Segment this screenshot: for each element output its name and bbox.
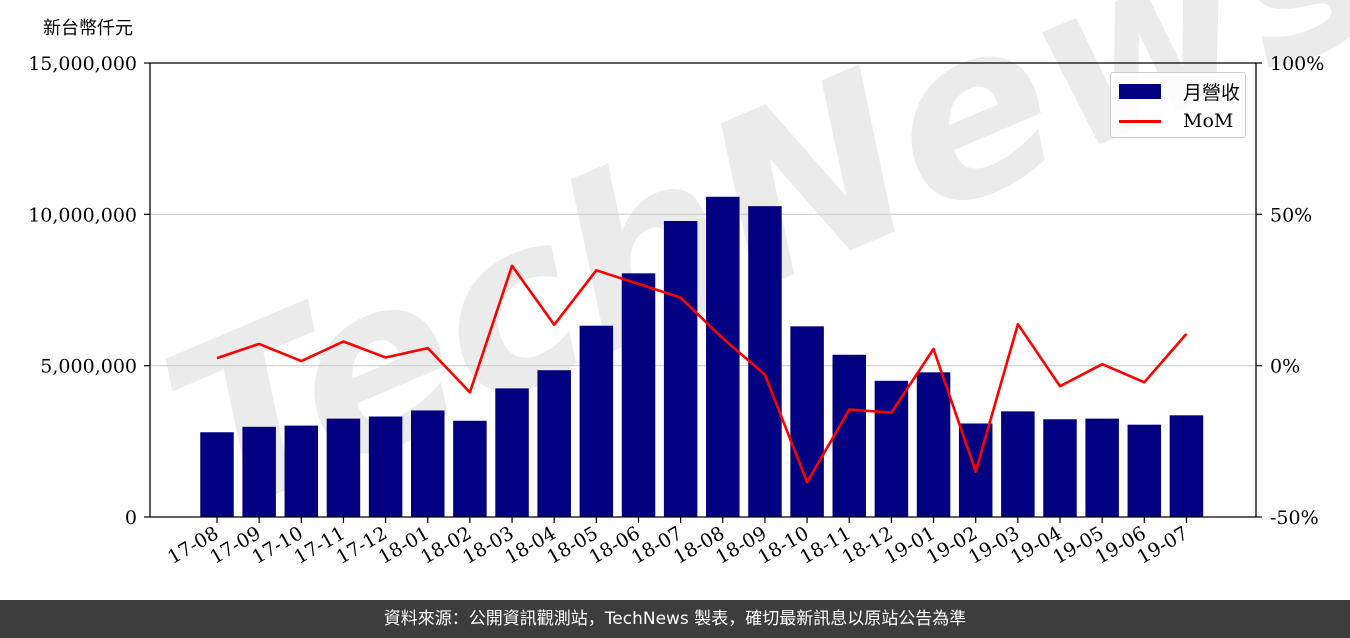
revenue-bar: [790, 326, 824, 517]
mom-series-line: [216, 264, 1188, 484]
revenue-bar: [1169, 415, 1204, 517]
revenue-bar: [579, 325, 614, 517]
revenue-bar: [832, 354, 866, 517]
revenue-bar: [284, 425, 319, 517]
revenue-bar: [200, 432, 234, 517]
legend-label-mom: MoM: [1183, 110, 1234, 132]
source-footer: 資料來源：公開資訊觀測站，TechNews 製表，確切最新訊息以原站公告為準: [0, 600, 1350, 638]
legend-item-revenue: 月營收: [1119, 76, 1240, 106]
y-axis-unit-label: 新台幣仟元: [43, 18, 133, 39]
right-tick-label: 100%: [1270, 53, 1324, 75]
revenue-bar: [453, 420, 487, 517]
left-tick-label: 10,000,000: [28, 204, 137, 226]
revenue-bar: [706, 196, 740, 517]
revenue-bar: [368, 416, 403, 517]
revenue-bar: [326, 418, 361, 517]
left-tick-label: 5,000,000: [40, 356, 137, 378]
legend-item-mom: MoM: [1119, 106, 1233, 136]
right-tick-label: 50%: [1270, 204, 1312, 226]
left-tick-label: 0: [125, 507, 137, 529]
revenue-bar: [411, 410, 445, 517]
revenue-bar: [748, 206, 782, 518]
right-tick-label: 0%: [1270, 356, 1300, 378]
revenue-bar: [537, 370, 571, 517]
legend-swatch-revenue: [1119, 83, 1161, 99]
legend-swatch-mom: [1119, 119, 1161, 123]
left-tick-label: 15,000,000: [28, 53, 137, 75]
revenue-bars: [200, 196, 1204, 518]
right-tick-label: -50%: [1270, 507, 1319, 529]
revenue-bar: [1127, 424, 1162, 517]
revenue-bar: [1085, 418, 1119, 517]
revenue-bar: [1043, 419, 1077, 517]
gridlines: [150, 213, 1256, 367]
revenue-bar: [663, 220, 698, 517]
revenue-bar: [242, 426, 276, 517]
revenue-bar: [1001, 411, 1035, 517]
mom-line: [216, 264, 1188, 484]
revenue-bar: [495, 388, 529, 517]
legend-label-revenue: 月營收: [1183, 81, 1241, 104]
revenue-bar: [916, 372, 951, 517]
chart-legend: 月營收 MoM: [1110, 72, 1246, 138]
revenue-bar: [874, 380, 909, 517]
revenue-bar: [621, 273, 656, 517]
